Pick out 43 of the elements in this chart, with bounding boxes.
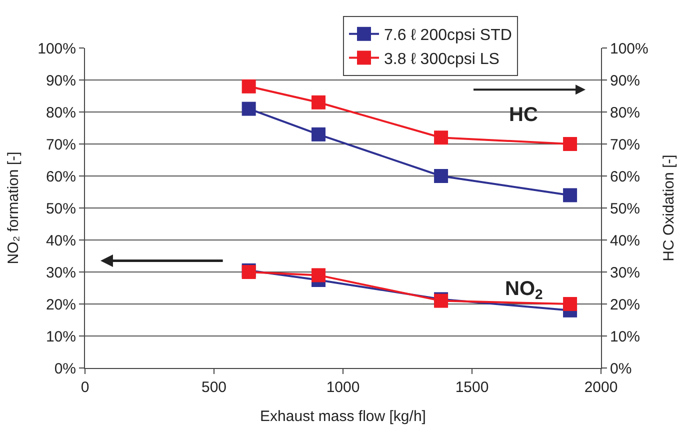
x-axis-title: Exhaust mass flow [kg/h] — [260, 408, 426, 425]
y-axis-title: NO₂ formation [-] — [4, 152, 22, 264]
x-tick-label: 0 — [80, 379, 90, 396]
point — [242, 79, 256, 94]
y-tick-label: 20% — [46, 296, 76, 314]
x-tick-label: 2000 — [584, 379, 618, 396]
point — [311, 127, 326, 142]
y2-tick-label: 40% — [610, 232, 640, 250]
x-tick-label: 1500 — [455, 379, 489, 396]
y-tick-label: 80% — [46, 104, 76, 122]
point — [434, 130, 448, 145]
y-tick-label: 70% — [46, 136, 76, 154]
annotation: NO$_{2}$ — [505, 278, 543, 302]
point — [311, 95, 326, 110]
y2-tick-label: 80% — [610, 104, 640, 122]
point — [563, 188, 578, 202]
legend-label: 3.8 ℓ 300cpsi LS — [384, 50, 500, 68]
y-tick-label: 10% — [46, 328, 76, 346]
y-tick-label: 100% — [38, 40, 76, 58]
y-tick-label: 0% — [54, 360, 76, 378]
y2-tick-label: 70% — [610, 136, 640, 154]
y-tick-label: 40% — [46, 232, 76, 250]
y-tick-label: 60% — [46, 168, 76, 186]
y-tick-label: 50% — [46, 200, 76, 218]
point — [563, 297, 578, 311]
y2-tick-label: 90% — [610, 72, 640, 90]
y2-tick-label: 0% — [610, 360, 632, 378]
y-tick-label: 30% — [46, 264, 76, 282]
x-tick-label: 1000 — [326, 379, 360, 396]
point — [563, 137, 578, 151]
y2-tick-label: 30% — [610, 264, 640, 282]
y2-axis-title: HC Oxidation [-] — [660, 154, 678, 262]
point — [434, 169, 448, 183]
point — [311, 268, 326, 282]
y2-tick-label: 100% — [610, 40, 648, 58]
y-tick-label: 90% — [46, 72, 76, 90]
y2-tick-label: 50% — [610, 200, 640, 218]
y2-tick-label: 20% — [610, 296, 640, 314]
y2-tick-label: 60% — [610, 168, 640, 186]
point — [242, 102, 256, 116]
y2-tick-label: 10% — [610, 328, 640, 346]
legend-label: 7.6 ℓ 200cpsi STD — [384, 27, 512, 44]
x-tick-label: 500 — [201, 379, 227, 396]
